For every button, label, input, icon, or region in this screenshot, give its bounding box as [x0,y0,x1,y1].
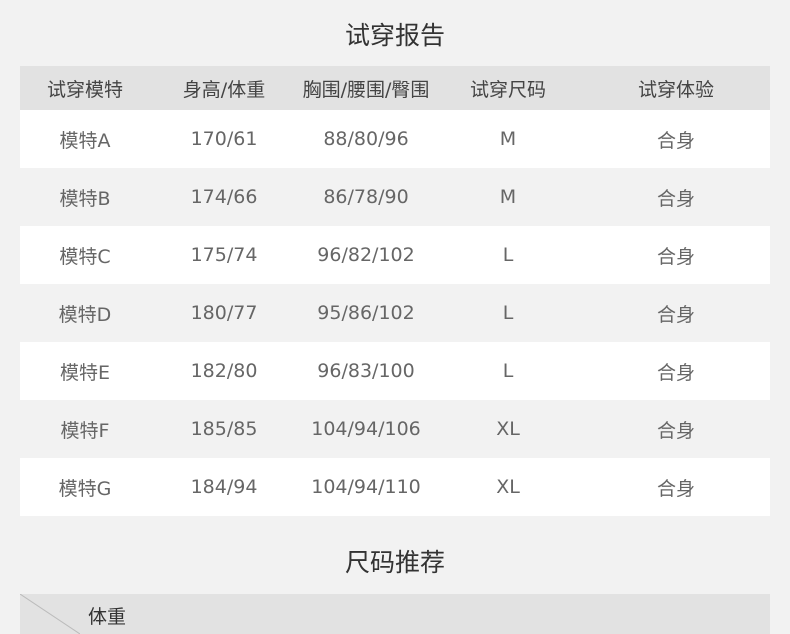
table-row: 模特G 184/94 104/94/110 XL 合身 [20,458,770,516]
table-cell: 96/83/100 [298,342,434,400]
table-cell: 184/94 [150,458,298,516]
table-cell: 模特A [20,110,150,168]
table-cell: 104/94/110 [298,458,434,516]
column-header: 试穿模特 [20,66,150,110]
table-cell: 模特B [20,168,150,226]
column-header: 胸围/腰围/臀围 [298,66,434,110]
table-cell: 合身 [582,110,770,168]
table-cell: L [434,284,582,342]
table-cell: 175/74 [150,226,298,284]
diagonal-divider [20,594,80,634]
report-title: 试穿报告 [344,21,445,50]
table-cell: 86/78/90 [298,168,434,226]
table-cell: 模特D [20,284,150,342]
table-cell: 182/80 [150,342,298,400]
weight-label: 体重 [88,606,127,628]
table-row: 模特B 174/66 86/78/90 M 合身 [20,168,770,226]
table-cell: 模特G [20,458,150,516]
table-cell: XL [434,400,582,458]
column-header: 试穿尺码 [434,66,582,110]
table-cell: 170/61 [150,110,298,168]
table-cell: L [434,226,582,284]
table-cell: 180/77 [150,284,298,342]
table-row: 模特E 182/80 96/83/100 L 合身 [20,342,770,400]
table-cell: XL [434,458,582,516]
table-cell: 104/94/106 [298,400,434,458]
table-cell: 174/66 [150,168,298,226]
table-cell: M [434,110,582,168]
table-cell: 88/80/96 [298,110,434,168]
table-cell: 95/86/102 [298,284,434,342]
table-row: 模特F 185/85 104/94/106 XL 合身 [20,400,770,458]
table-cell: 模特F [20,400,150,458]
table-cell: 合身 [582,226,770,284]
table-cell: 合身 [582,168,770,226]
table-cell: 合身 [582,284,770,342]
table-cell: L [434,342,582,400]
table-cell: 合身 [582,342,770,400]
table-cell: 合身 [582,400,770,458]
table-row: 模特D 180/77 95/86/102 L 合身 [20,284,770,342]
recommend-title: 尺码推荐 [344,548,445,577]
table-cell: M [434,168,582,226]
table-header: 试穿模特 身高/体重 胸围/腰围/臀围 试穿尺码 试穿体验 [20,66,770,110]
table-cell: 96/82/102 [298,226,434,284]
fitting-report-table: 试穿模特 身高/体重 胸围/腰围/臀围 试穿尺码 试穿体验 模特A 170/61 88/80… [20,66,770,516]
table-cell: 模特C [20,226,150,284]
table-cell: 模特E [20,342,150,400]
size-recommend-table-header: 体重 [20,594,770,634]
column-header: 试穿体验 [582,66,770,110]
table-row: 模特A 170/61 88/80/96 M 合身 [20,110,770,168]
table-row: 模特C 175/74 96/82/102 L 合身 [20,226,770,284]
table-cell: 合身 [582,458,770,516]
column-header: 身高/体重 [150,66,298,110]
table-cell: 185/85 [150,400,298,458]
